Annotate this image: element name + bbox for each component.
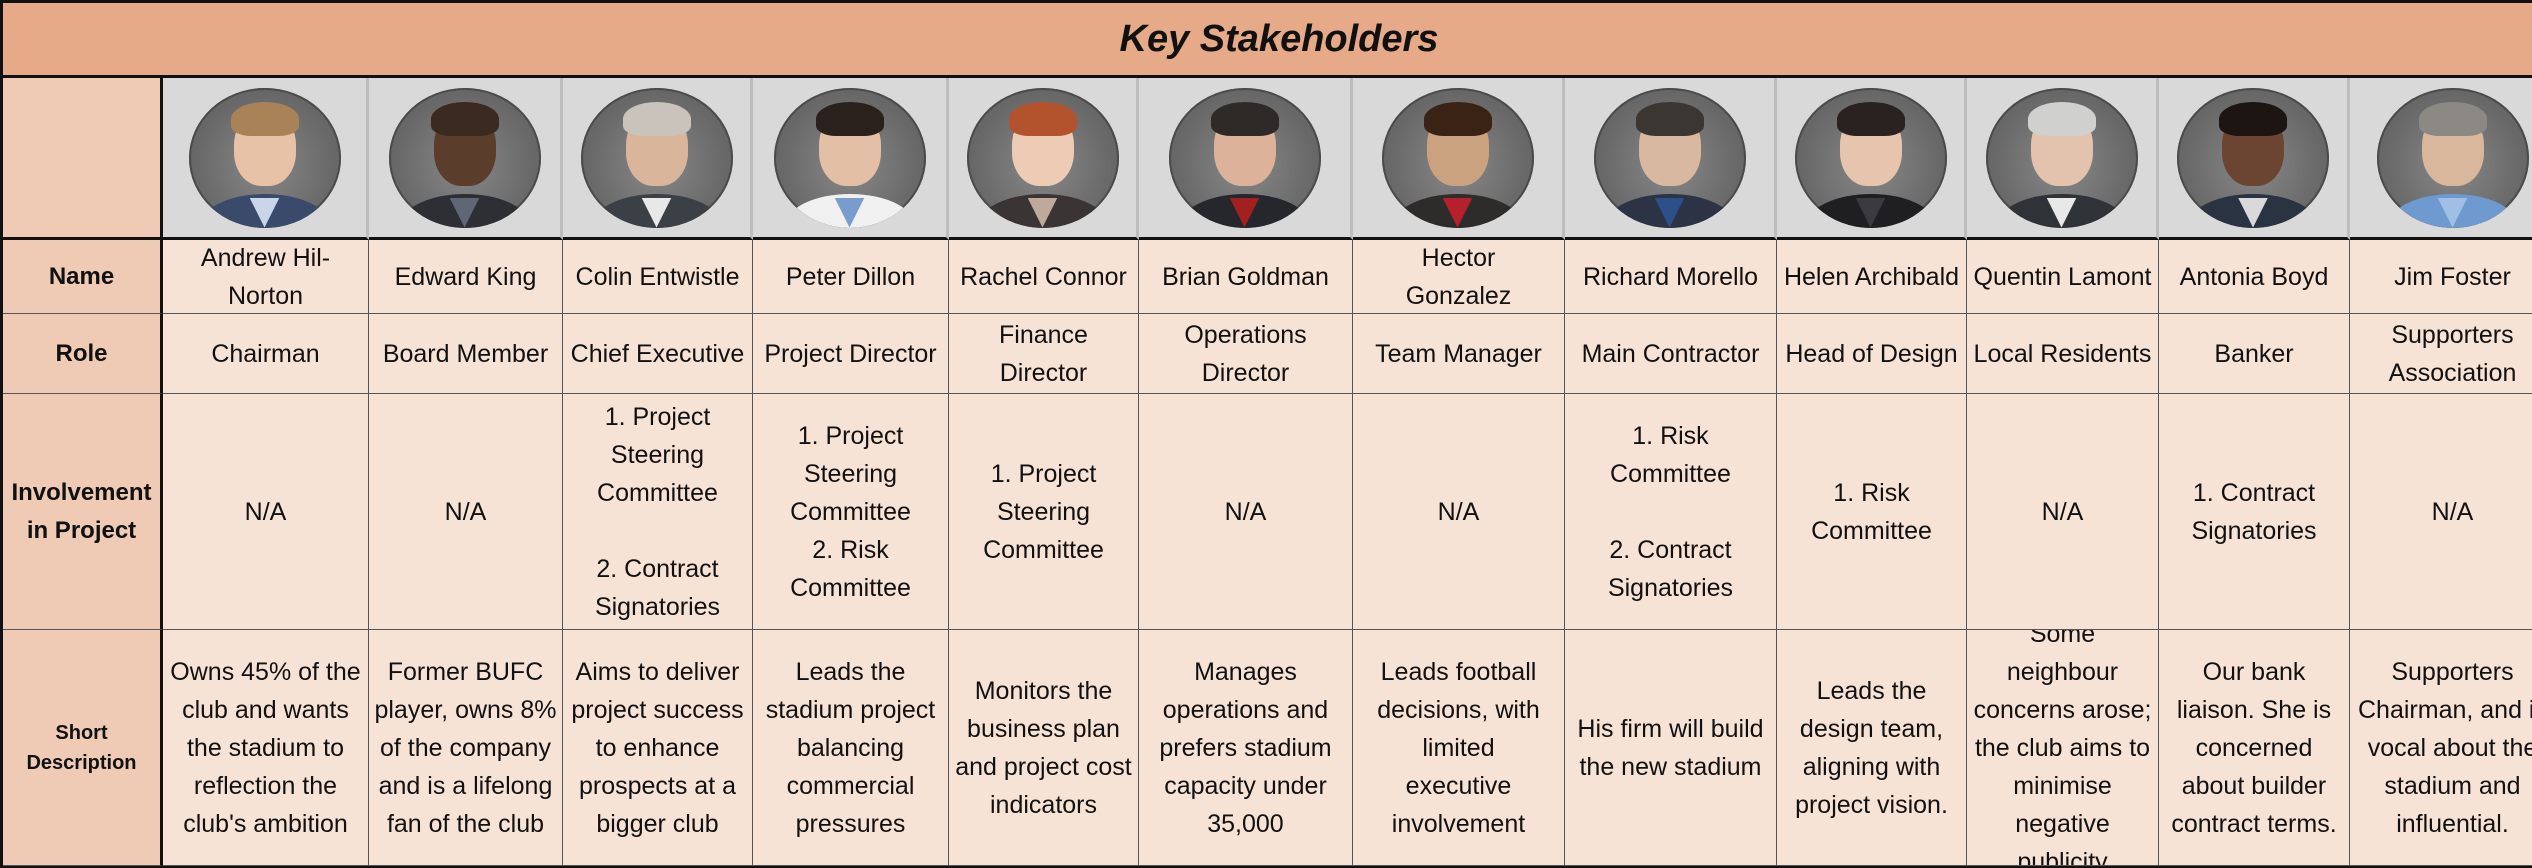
portrait-photo: [966, 87, 1119, 228]
stakeholder-involvement: N/A: [1139, 394, 1353, 630]
stakeholder-involvement: 1. Project Steering Committee 2. Contrac…: [563, 394, 753, 630]
stakeholder-description: Our bank liaison. She is concerned about…: [2159, 630, 2350, 866]
stakeholder-role: Head of Design: [1777, 314, 1967, 394]
stakeholder-role: Banker: [2159, 314, 2350, 394]
stakeholder-name: Rachel Connor: [949, 240, 1139, 314]
stakeholder-name: Andrew Hil- Norton: [163, 240, 369, 314]
stakeholder-description: His firm will build the new stadium: [1565, 630, 1777, 866]
stakeholder-involvement: N/A: [2350, 394, 2532, 630]
stakeholder-involvement: N/A: [1353, 394, 1565, 630]
photo-cell: [1139, 78, 1353, 240]
stakeholder-role: Board Member: [369, 314, 563, 394]
photo-cell: [753, 78, 949, 240]
photo-cell: [1353, 78, 1565, 240]
description-row-header: Short Description: [3, 630, 163, 866]
stakeholder-description: Owns 45% of the club and wants the stadi…: [163, 630, 369, 866]
stakeholder-description: Former BUFC player, owns 8% of the compa…: [369, 630, 563, 866]
stakeholder-name: Brian Goldman: [1139, 240, 1353, 314]
stakeholder-description: Leads football decisions, with limited e…: [1353, 630, 1565, 866]
portrait-photo: [2177, 87, 2329, 228]
stakeholder-name: Antonia Boyd: [2159, 240, 2350, 314]
stakeholder-role: Local Residents: [1967, 314, 2159, 394]
involvement-row-header: Involvement in Project: [3, 394, 163, 630]
portrait-photo: [1593, 87, 1746, 228]
photo-cell: [1777, 78, 1967, 240]
stakeholder-name: Hector Gonzalez: [1353, 240, 1565, 314]
table-title: Key Stakeholders: [3, 0, 2532, 78]
stakeholder-involvement: 1. Project Steering Committee 2. Risk Co…: [753, 394, 949, 630]
stakeholder-role: Supporters Association: [2350, 314, 2532, 394]
stakeholder-involvement: 1. Project Steering Committee: [949, 394, 1139, 630]
stakeholder-involvement: N/A: [369, 394, 563, 630]
portrait-photo: [388, 87, 541, 228]
stakeholder-name: Edward King: [369, 240, 563, 314]
portrait-photo: [1985, 87, 2138, 228]
stakeholder-role: Chief Executive: [563, 314, 753, 394]
photo-cell: [1967, 78, 2159, 240]
stakeholder-description: Leads the design team, aligning with pro…: [1777, 630, 1967, 866]
stakeholder-involvement: 1. Contract Signatories: [2159, 394, 2350, 630]
portrait-photo: [188, 87, 341, 228]
stakeholder-description: Monitors the business plan and project c…: [949, 630, 1139, 866]
stakeholder-name: Richard Morello: [1565, 240, 1777, 314]
photo-row-header: [3, 78, 163, 240]
portrait-photo: [773, 87, 926, 228]
stakeholder-description: Aims to deliver project success to enhan…: [563, 630, 753, 866]
portrait-photo: [1381, 87, 1534, 228]
role-row-header: Role: [3, 314, 163, 394]
portrait-photo: [580, 87, 733, 228]
portrait-photo: [2376, 87, 2529, 228]
photo-cell: [2350, 78, 2532, 240]
photo-cell: [369, 78, 563, 240]
stakeholder-involvement: N/A: [1967, 394, 2159, 630]
portrait-photo: [1794, 87, 1947, 228]
stakeholder-name: Jim Foster: [2350, 240, 2532, 314]
stakeholder-name: Helen Archibald: [1777, 240, 1967, 314]
stakeholder-description: Manages operations and prefers stadium c…: [1139, 630, 1353, 866]
stakeholder-role: Team Manager: [1353, 314, 1565, 394]
stakeholder-name: Peter Dillon: [753, 240, 949, 314]
stakeholder-role: Main Contractor: [1565, 314, 1777, 394]
stakeholder-description: Supporters Chairman, and is vocal about …: [2350, 630, 2532, 866]
stakeholder-name: Colin Entwistle: [563, 240, 753, 314]
photo-cell: [1565, 78, 1777, 240]
photo-cell: [2159, 78, 2350, 240]
stakeholder-involvement: 1. Risk Committee: [1777, 394, 1967, 630]
photo-cell: [563, 78, 753, 240]
stakeholder-involvement: N/A: [163, 394, 369, 630]
name-row-header: Name: [3, 240, 163, 314]
photo-cell: [163, 78, 369, 240]
stakeholder-role: Finance Director: [949, 314, 1139, 394]
photo-cell: [949, 78, 1139, 240]
stakeholder-role: Chairman: [163, 314, 369, 394]
stakeholder-description: Some neighbour concerns arose; the club …: [1967, 630, 2159, 866]
stakeholder-role: Operations Director: [1139, 314, 1353, 394]
stakeholder-description: Leads the stadium project balancing comm…: [753, 630, 949, 866]
portrait-photo: [1168, 87, 1321, 228]
stakeholder-role: Project Director: [753, 314, 949, 394]
stakeholder-name: Quentin Lamont: [1967, 240, 2159, 314]
stakeholder-involvement: 1. Risk Committee 2. Contract Signatorie…: [1565, 394, 1777, 630]
